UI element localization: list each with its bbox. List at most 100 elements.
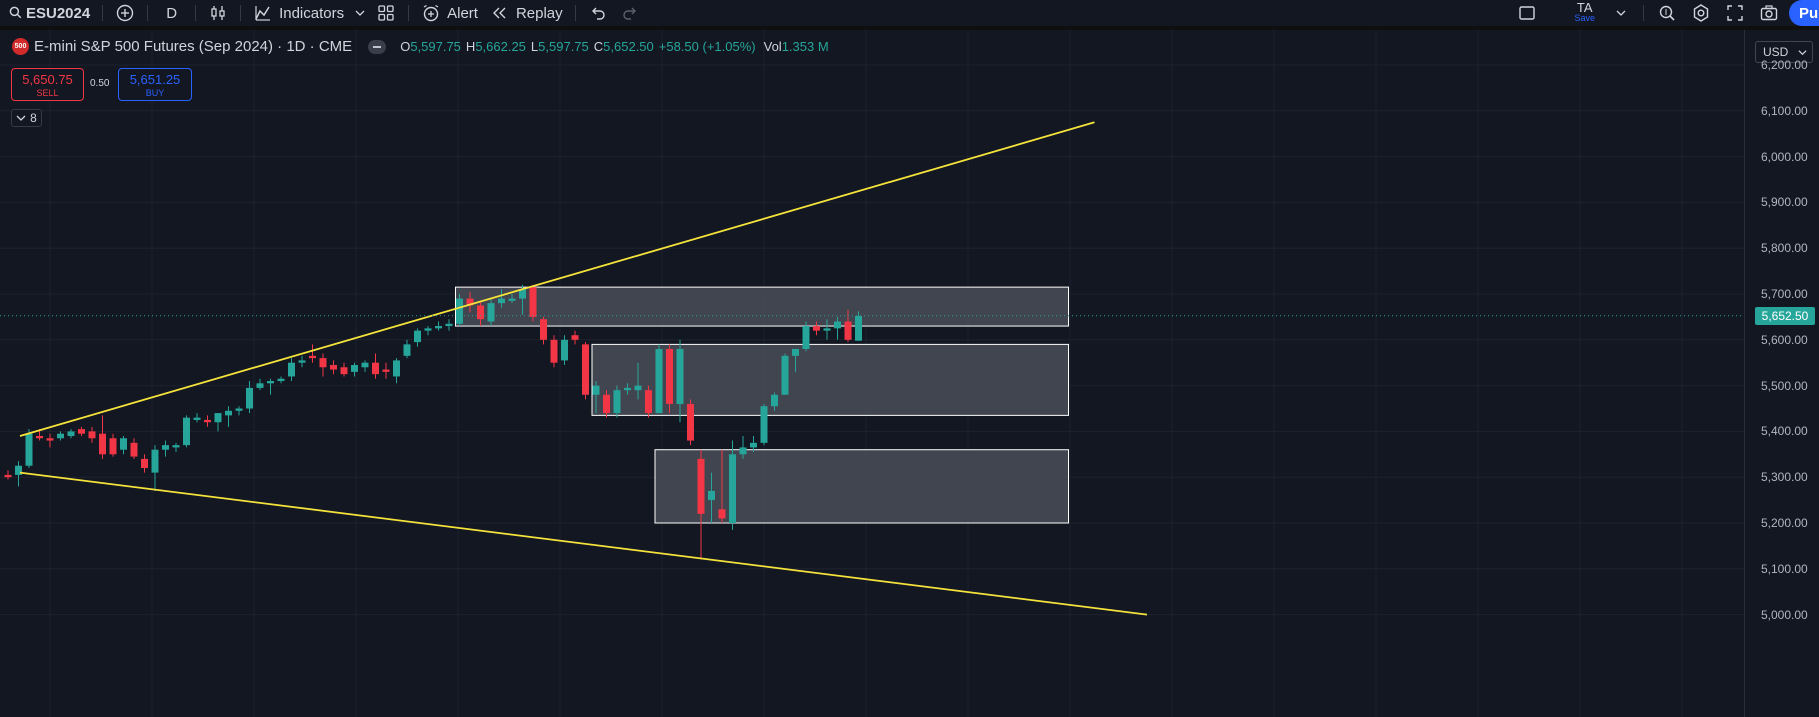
candles <box>4 284 862 560</box>
candle-body <box>792 348 799 356</box>
candle-body <box>330 364 337 370</box>
price-tick-label: 5,400.00 <box>1761 424 1808 439</box>
candle-body <box>403 344 411 356</box>
templates-button[interactable] <box>370 0 402 26</box>
last-price-label: 5,652.50 <box>1755 306 1815 325</box>
candle-body <box>687 403 694 441</box>
fullscreen-button[interactable] <box>1718 0 1752 26</box>
candle-body <box>351 364 358 372</box>
candle-body <box>193 417 201 420</box>
candle-body <box>771 394 778 407</box>
symbol-label: ESU2024 <box>26 4 91 22</box>
open-value: 5,597.75 <box>410 39 461 54</box>
chevron-down-icon <box>1615 3 1627 23</box>
indicators-collapse-button[interactable]: 8 <box>11 109 42 127</box>
replay-button[interactable]: Replay <box>484 0 569 26</box>
symbol-search-button[interactable]: ESU2024 <box>0 0 96 26</box>
toolbar-divider <box>240 5 242 21</box>
candle-body <box>162 445 169 450</box>
high-value: 5,662.25 <box>475 39 526 54</box>
candle-body <box>592 385 600 395</box>
snapshot-button[interactable] <box>1752 0 1789 26</box>
plus-circle-icon <box>115 3 135 23</box>
candle-body <box>99 433 106 455</box>
candle-body <box>109 438 117 455</box>
settings-button[interactable] <box>1684 0 1718 26</box>
trendline <box>19 471 1148 616</box>
publish-label: Pu <box>1799 4 1819 22</box>
buy-button[interactable]: 5,651.25 BUY <box>118 68 192 101</box>
candle-body <box>760 406 768 443</box>
price-tick-label: 5,100.00 <box>1761 561 1808 576</box>
candle-body <box>477 305 484 320</box>
legend-title[interactable]: E-mini S&P 500 Futures (Sep 2024) · 1D ·… <box>34 38 353 55</box>
demand-zone-box <box>455 286 1069 327</box>
quick-search-button[interactable] <box>1650 0 1684 26</box>
sell-button[interactable]: 5,650.75 SELL <box>11 68 84 101</box>
close-value: 5,652.50 <box>603 39 654 54</box>
close-label: C <box>593 39 604 54</box>
sell-label: SELL <box>36 88 59 98</box>
candle-body <box>235 408 243 411</box>
candle-body <box>529 287 537 317</box>
layout-button[interactable] <box>1507 0 1547 26</box>
currency-label: USD <box>1763 45 1789 59</box>
compare-symbol-button[interactable] <box>109 0 141 26</box>
replay-label: Replay <box>515 4 563 22</box>
chart-plot[interactable]: 500 E-mini S&P 500 Futures (Sep 2024) · … <box>0 30 1744 717</box>
price-tick-label: 6,100.00 <box>1761 103 1808 118</box>
candle-body <box>361 362 369 368</box>
save-layout-button[interactable]: TA Save <box>1560 1 1609 24</box>
sell-price: 5,650.75 <box>22 72 73 87</box>
price-tick-label: 5,000.00 <box>1761 607 1808 622</box>
indicators-button[interactable]: Indicators <box>247 0 350 26</box>
candle-body <box>414 330 421 343</box>
minus-icon <box>373 45 382 48</box>
volume-value: 1.353 M <box>781 39 829 54</box>
square-icon <box>1517 3 1537 23</box>
price-tick-label: 6,200.00 <box>1761 58 1808 72</box>
redo-button[interactable] <box>614 0 646 26</box>
candle-body <box>267 381 274 384</box>
toolbar-divider <box>574 5 576 21</box>
candle-body <box>435 326 442 329</box>
indicators-dropdown-button[interactable] <box>350 0 370 26</box>
fullscreen-icon <box>1725 3 1745 23</box>
candle-body <box>445 323 453 327</box>
demand-zone-box <box>654 449 1069 524</box>
chevron-down-icon <box>16 115 26 121</box>
buy-label: BUY <box>145 88 165 98</box>
candle-body <box>739 447 747 455</box>
candle-body <box>256 383 264 388</box>
candle-body <box>540 319 547 340</box>
volume-label: Vol <box>763 39 782 54</box>
candle-body <box>372 362 379 375</box>
candle-body <box>823 328 831 331</box>
publish-button[interactable]: Pu <box>1789 0 1819 26</box>
interval-button[interactable]: D <box>154 0 189 26</box>
candle-body <box>781 355 789 395</box>
chart-type-button[interactable] <box>202 0 234 26</box>
symbol-legend: 500 E-mini S&P 500 Futures (Sep 2024) · … <box>12 38 834 55</box>
price-tick-label: 5,500.00 <box>1761 378 1808 393</box>
candles-icon <box>208 3 228 23</box>
price-axis[interactable]: USD 6,200.00 6,100.00 6,000.00 5,900.00 5,80… <box>1744 30 1819 717</box>
low-label: L <box>530 39 539 54</box>
chart-canvas[interactable] <box>0 30 1744 717</box>
toolbar-divider <box>195 5 197 21</box>
toolbar-right: TA Save <box>1507 0 1819 26</box>
currency-selector[interactable]: USD <box>1755 41 1813 63</box>
chart-area[interactable]: 500 E-mini S&P 500 Futures (Sep 2024) · … <box>0 30 1819 717</box>
candle-body <box>844 321 852 340</box>
layout-menu-button[interactable] <box>1609 0 1637 26</box>
hide-series-button[interactable] <box>368 39 387 54</box>
candle-body <box>277 378 285 382</box>
alert-button[interactable]: Alert <box>415 0 484 26</box>
candle-body <box>697 458 705 514</box>
candle-body <box>855 315 862 341</box>
candle-body <box>393 360 400 377</box>
toolbar-divider <box>102 5 104 21</box>
candle-body <box>67 431 75 436</box>
candle-body <box>561 339 568 361</box>
undo-button[interactable] <box>582 0 614 26</box>
